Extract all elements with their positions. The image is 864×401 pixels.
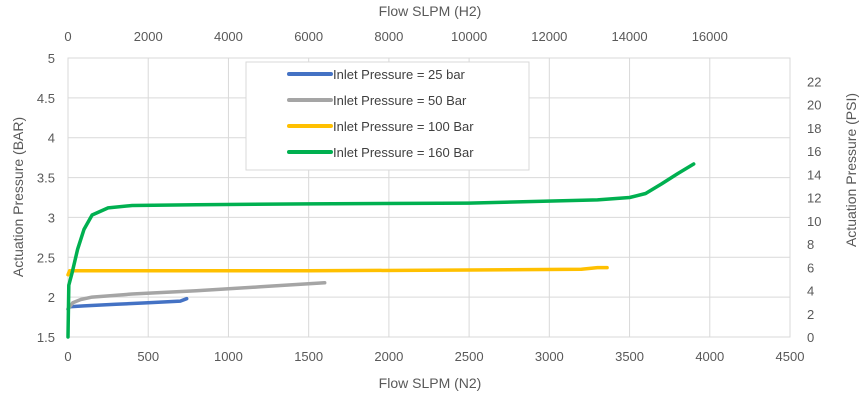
y2-tick-label: 0 [807, 330, 814, 345]
x-tick-label: 500 [137, 349, 159, 364]
series-layer [66, 162, 696, 339]
x-tick-label: 3500 [615, 349, 644, 364]
x2-tick-label: 12000 [531, 29, 567, 44]
y-tick-label: 3 [48, 210, 55, 225]
y-tick-label: 4.5 [37, 91, 55, 106]
x-tick-label: 3000 [535, 349, 564, 364]
x2-tick-label: 16000 [692, 29, 728, 44]
y2-tick-label: 2 [807, 307, 814, 322]
x-tick-label: 0 [64, 349, 71, 364]
y-tick-label: 2 [48, 290, 55, 305]
series-line-4 [66, 162, 696, 339]
y-tick-label: 1.5 [37, 330, 55, 345]
legend-label: Inlet Pressure = 25 bar [333, 67, 466, 82]
x2-tick-label: 0 [64, 29, 71, 44]
x-tick-label: 2000 [374, 349, 403, 364]
y-tick-label: 3.5 [37, 171, 55, 186]
legend: Inlet Pressure = 25 bar Inlet Pressure = … [245, 61, 530, 171]
plot-area-border [67, 57, 791, 338]
x-tick-label: 4000 [695, 349, 724, 364]
x2-tick-label: 10000 [451, 29, 487, 44]
y2-tick-label: 16 [807, 144, 821, 159]
x2-axis-title: Flow SLPM (H2) [379, 3, 482, 19]
y2-tick-label: 12 [807, 191, 821, 206]
x2-tick-label: 4000 [214, 29, 243, 44]
y-tick-label: 2.5 [37, 250, 55, 265]
x-tick-label: 4500 [776, 349, 805, 364]
y2-tick-label: 4 [807, 284, 814, 299]
series-line-3 [66, 265, 609, 277]
x-tick-label: 2500 [455, 349, 484, 364]
x2-tick-label: 8000 [374, 29, 403, 44]
x-tick-label: 1500 [294, 349, 323, 364]
legend-label: Inlet Pressure = 160 Bar [333, 145, 474, 160]
y2-tick-label: 22 [807, 74, 821, 89]
x-tick-label: 1000 [214, 349, 243, 364]
y-axis-title: Actuation Pressure (BAR) [10, 117, 26, 277]
series-line-1 [66, 296, 189, 311]
x2-tick-label: 14000 [611, 29, 647, 44]
y-tick-label: 5 [48, 51, 55, 66]
y-tick-label: 4 [48, 131, 55, 146]
x2-tick-label: 2000 [134, 29, 163, 44]
y2-tick-label: 10 [807, 214, 821, 229]
y2-tick-label: 8 [807, 237, 814, 252]
series-line-2 [66, 281, 327, 311]
y2-tick-label: 6 [807, 260, 814, 275]
y2-tick-label: 18 [807, 121, 821, 136]
tick-labels: 0 500 1000 1500 2000 2500 3000 3500 4000 45001.52… [37, 29, 822, 364]
x-axis-title: Flow SLPM (N2) [379, 375, 482, 391]
legend-label: Inlet Pressure = 50 Bar [333, 93, 467, 108]
y2-tick-label: 20 [807, 98, 821, 113]
legend-label: Inlet Pressure = 100 Bar [333, 119, 474, 134]
x2-tick-label: 6000 [294, 29, 323, 44]
y2-tick-label: 14 [807, 167, 821, 182]
y2-axis-title: Actuation Pressure (PSI) [843, 93, 859, 247]
